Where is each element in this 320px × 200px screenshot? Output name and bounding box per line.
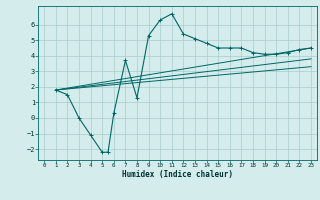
X-axis label: Humidex (Indice chaleur): Humidex (Indice chaleur) xyxy=(122,170,233,179)
